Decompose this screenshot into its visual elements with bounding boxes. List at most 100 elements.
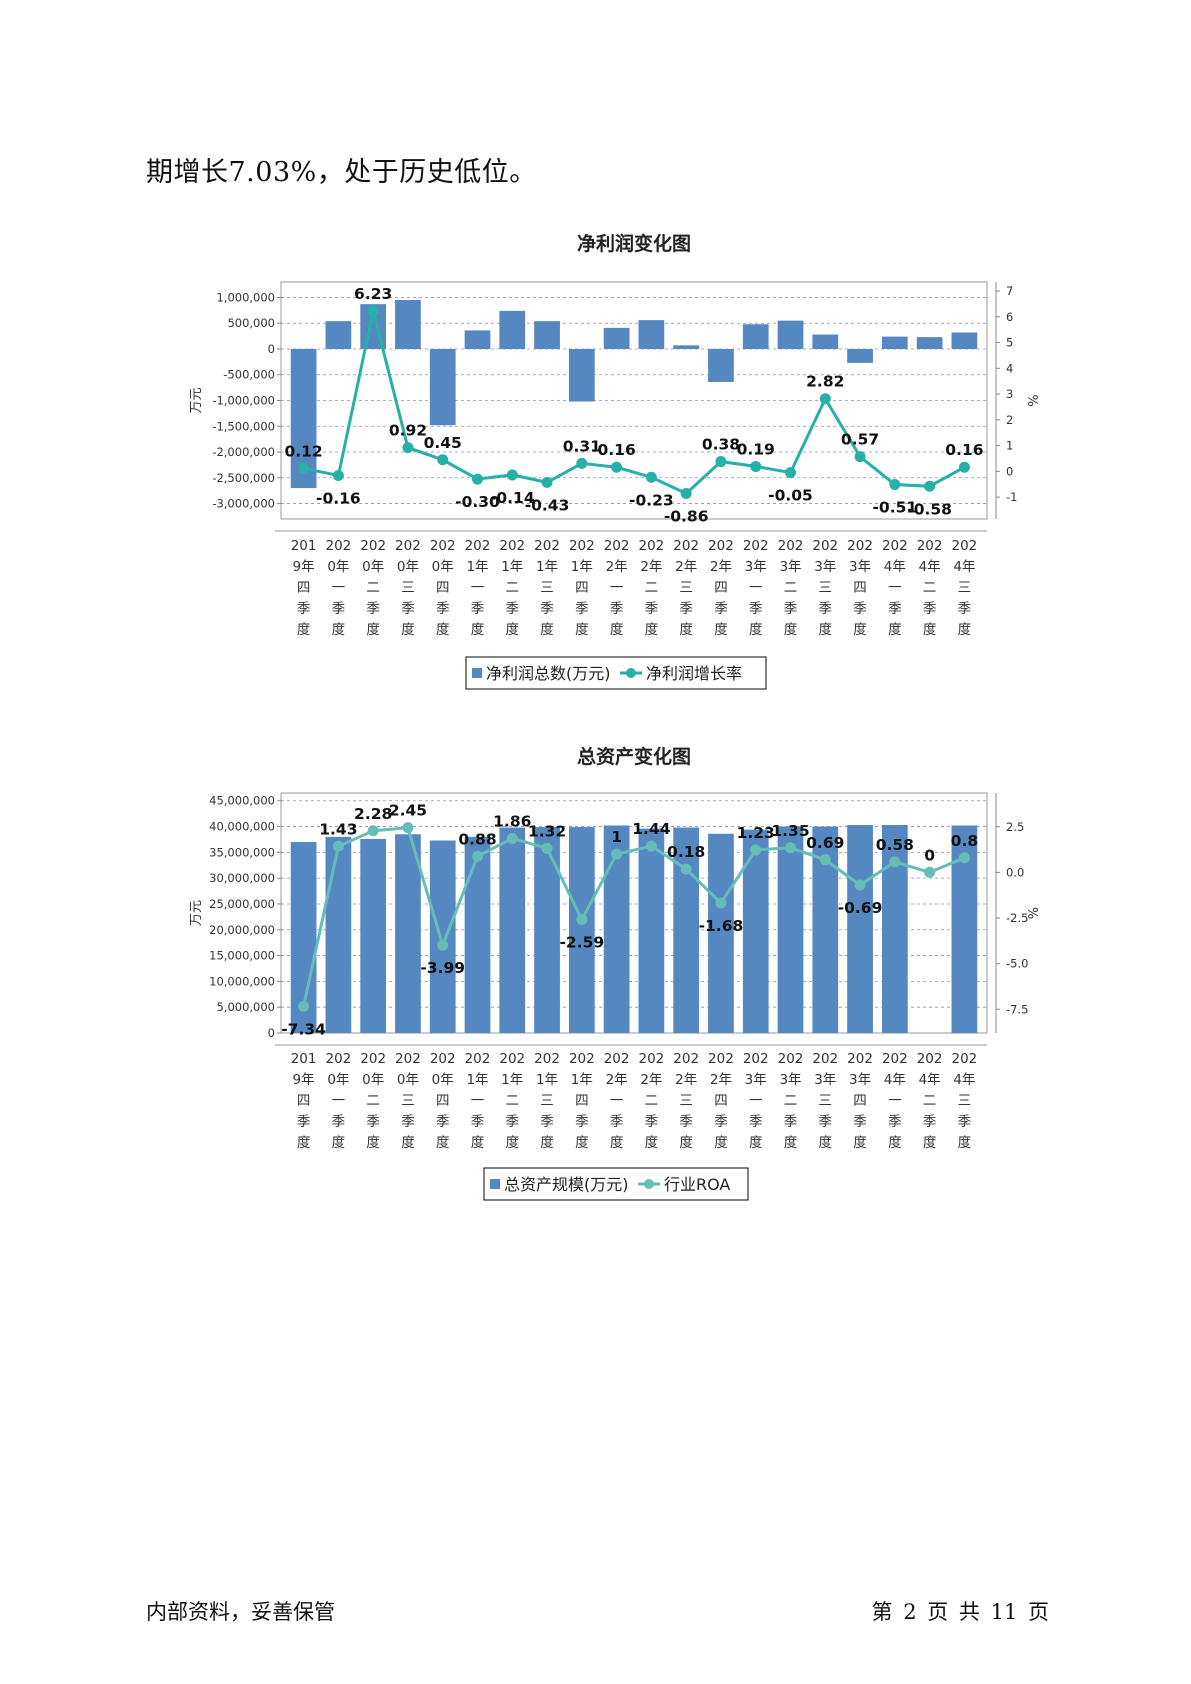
x-tick-label: 度 bbox=[540, 622, 554, 638]
y-tick-label: 45,000,000 bbox=[209, 794, 275, 808]
x-tick-label: 202 bbox=[569, 1051, 595, 1067]
y-tick-label: -2,500,000 bbox=[212, 471, 275, 485]
x-tick-label: 度 bbox=[853, 622, 867, 638]
x-tick-label: 二 bbox=[366, 580, 380, 596]
x-tick-label: 三 bbox=[540, 580, 554, 596]
line-point bbox=[645, 471, 657, 483]
y2-tick-label: 4 bbox=[1006, 361, 1013, 375]
x-tick-label: 度 bbox=[819, 1135, 833, 1151]
x-tick-label: 202 bbox=[360, 1051, 386, 1067]
x-tick-label: 季 bbox=[506, 601, 520, 617]
bar bbox=[881, 336, 908, 349]
bar bbox=[708, 348, 734, 382]
x-tick-label: 202 bbox=[569, 538, 595, 554]
line-series bbox=[302, 826, 965, 1007]
x-tick-label: 202 bbox=[465, 538, 491, 554]
x-tick-label: 度 bbox=[784, 1135, 798, 1151]
bar bbox=[603, 825, 630, 1033]
y-tick-label: -1,000,000 bbox=[212, 394, 275, 408]
x-tick-label: 1年 bbox=[466, 1072, 488, 1088]
y-tick-label: -1,500,000 bbox=[212, 419, 275, 433]
x-tick-label: 3年 bbox=[779, 559, 801, 575]
data-label: 0.16 bbox=[597, 441, 635, 459]
chart-2: 总资产变化图 45,000,000 40,000,000 35,000,000 30,0… bbox=[189, 745, 1042, 1201]
x-tick-label: 202 bbox=[778, 538, 804, 554]
data-label: -0.05 bbox=[768, 487, 813, 505]
data-label: 0.19 bbox=[737, 440, 775, 458]
x-tick-label: 二 bbox=[784, 580, 798, 596]
x-tick-label: 季 bbox=[297, 1114, 311, 1130]
x-tick-label: 202 bbox=[604, 538, 630, 554]
y2-tick-label: 7 bbox=[1006, 284, 1013, 298]
x-tick-label: 202 bbox=[778, 1051, 804, 1067]
line-point bbox=[854, 879, 866, 891]
x-tick-label: 202 bbox=[708, 538, 734, 554]
footer-confidential-note: 内部资料，妥善保管 bbox=[146, 1600, 335, 1624]
data-label: 0.18 bbox=[667, 843, 705, 861]
x-tick-label: 4年 bbox=[884, 1072, 906, 1088]
line-point bbox=[750, 844, 762, 856]
x-tick-label: 1年 bbox=[536, 1072, 558, 1088]
data-label: 1.23 bbox=[737, 824, 775, 842]
y-tick-label: 0 bbox=[268, 342, 275, 356]
x-tick-label: 度 bbox=[749, 622, 763, 638]
x-tick-label: 三 bbox=[679, 1093, 693, 1109]
x-tick-label: 季 bbox=[610, 1114, 624, 1130]
x-tick-label: 度 bbox=[819, 622, 833, 638]
data-label: 0.69 bbox=[806, 834, 844, 852]
line-point bbox=[437, 939, 449, 951]
x-tick-label: 9年 bbox=[293, 1072, 315, 1088]
x-tick-label: 1年 bbox=[501, 1072, 523, 1088]
legend-box bbox=[465, 656, 767, 690]
x-tick-label: 1年 bbox=[571, 1072, 593, 1088]
bar bbox=[742, 324, 769, 349]
x-tick-label: 201 bbox=[291, 538, 317, 554]
bar bbox=[499, 827, 526, 1033]
x-tick-label: 一 bbox=[332, 580, 346, 596]
y-tick-label: 500,000 bbox=[227, 316, 275, 330]
y2-tick-label: 0.0 bbox=[1006, 865, 1024, 879]
x-tick-label: 三 bbox=[401, 1093, 415, 1109]
y-axis-label: 万元 bbox=[189, 387, 204, 413]
x-tick-label: 季 bbox=[749, 601, 763, 617]
data-label: -0.58 bbox=[907, 500, 952, 518]
data-label: 0.12 bbox=[284, 442, 322, 460]
x-tick-label: 2年 bbox=[640, 1072, 662, 1088]
x-tick-label: 度 bbox=[575, 622, 589, 638]
line-point bbox=[576, 914, 588, 926]
line-point bbox=[924, 866, 936, 878]
line-point bbox=[611, 848, 623, 860]
x-tick-label: 202 bbox=[917, 1051, 943, 1067]
x-tick-label: 一 bbox=[749, 580, 763, 596]
x-tick-label: 季 bbox=[575, 601, 589, 617]
x-tick-label: 度 bbox=[888, 622, 902, 638]
legend-label-bar: 总资产规模(万元) bbox=[504, 1175, 629, 1194]
x-tick-label: 度 bbox=[332, 622, 346, 638]
x-tick-label: 三 bbox=[819, 1093, 833, 1109]
x-tick-label: 度 bbox=[923, 1135, 937, 1151]
legend-box bbox=[483, 1167, 749, 1201]
bar bbox=[325, 836, 352, 1033]
line-point bbox=[402, 442, 414, 454]
line-point bbox=[819, 393, 831, 405]
data-label: 1.35 bbox=[771, 822, 809, 840]
bar bbox=[395, 300, 421, 349]
y-tick-label: 20,000,000 bbox=[209, 923, 275, 937]
x-tick-label: 二 bbox=[923, 1093, 937, 1109]
line-point bbox=[645, 840, 657, 852]
x-tick-label: 202 bbox=[638, 538, 664, 554]
x-tick-label: 季 bbox=[784, 1114, 798, 1130]
line-point bbox=[785, 467, 797, 479]
x-tick-label: 202 bbox=[847, 538, 873, 554]
x-tick-label: 季 bbox=[714, 1114, 728, 1130]
data-label: -0.69 bbox=[838, 899, 883, 917]
data-label: 0 bbox=[924, 846, 935, 864]
x-tick-label: 度 bbox=[506, 622, 520, 638]
x-tick-label: 4年 bbox=[953, 559, 975, 575]
x-tick-label: 度 bbox=[714, 1135, 728, 1151]
x-tick-label: 201 bbox=[291, 1051, 317, 1067]
x-tick-label: 四 bbox=[436, 1093, 450, 1109]
x-tick-label: 3年 bbox=[779, 1072, 801, 1088]
x-tick-label: 四 bbox=[575, 1093, 589, 1109]
